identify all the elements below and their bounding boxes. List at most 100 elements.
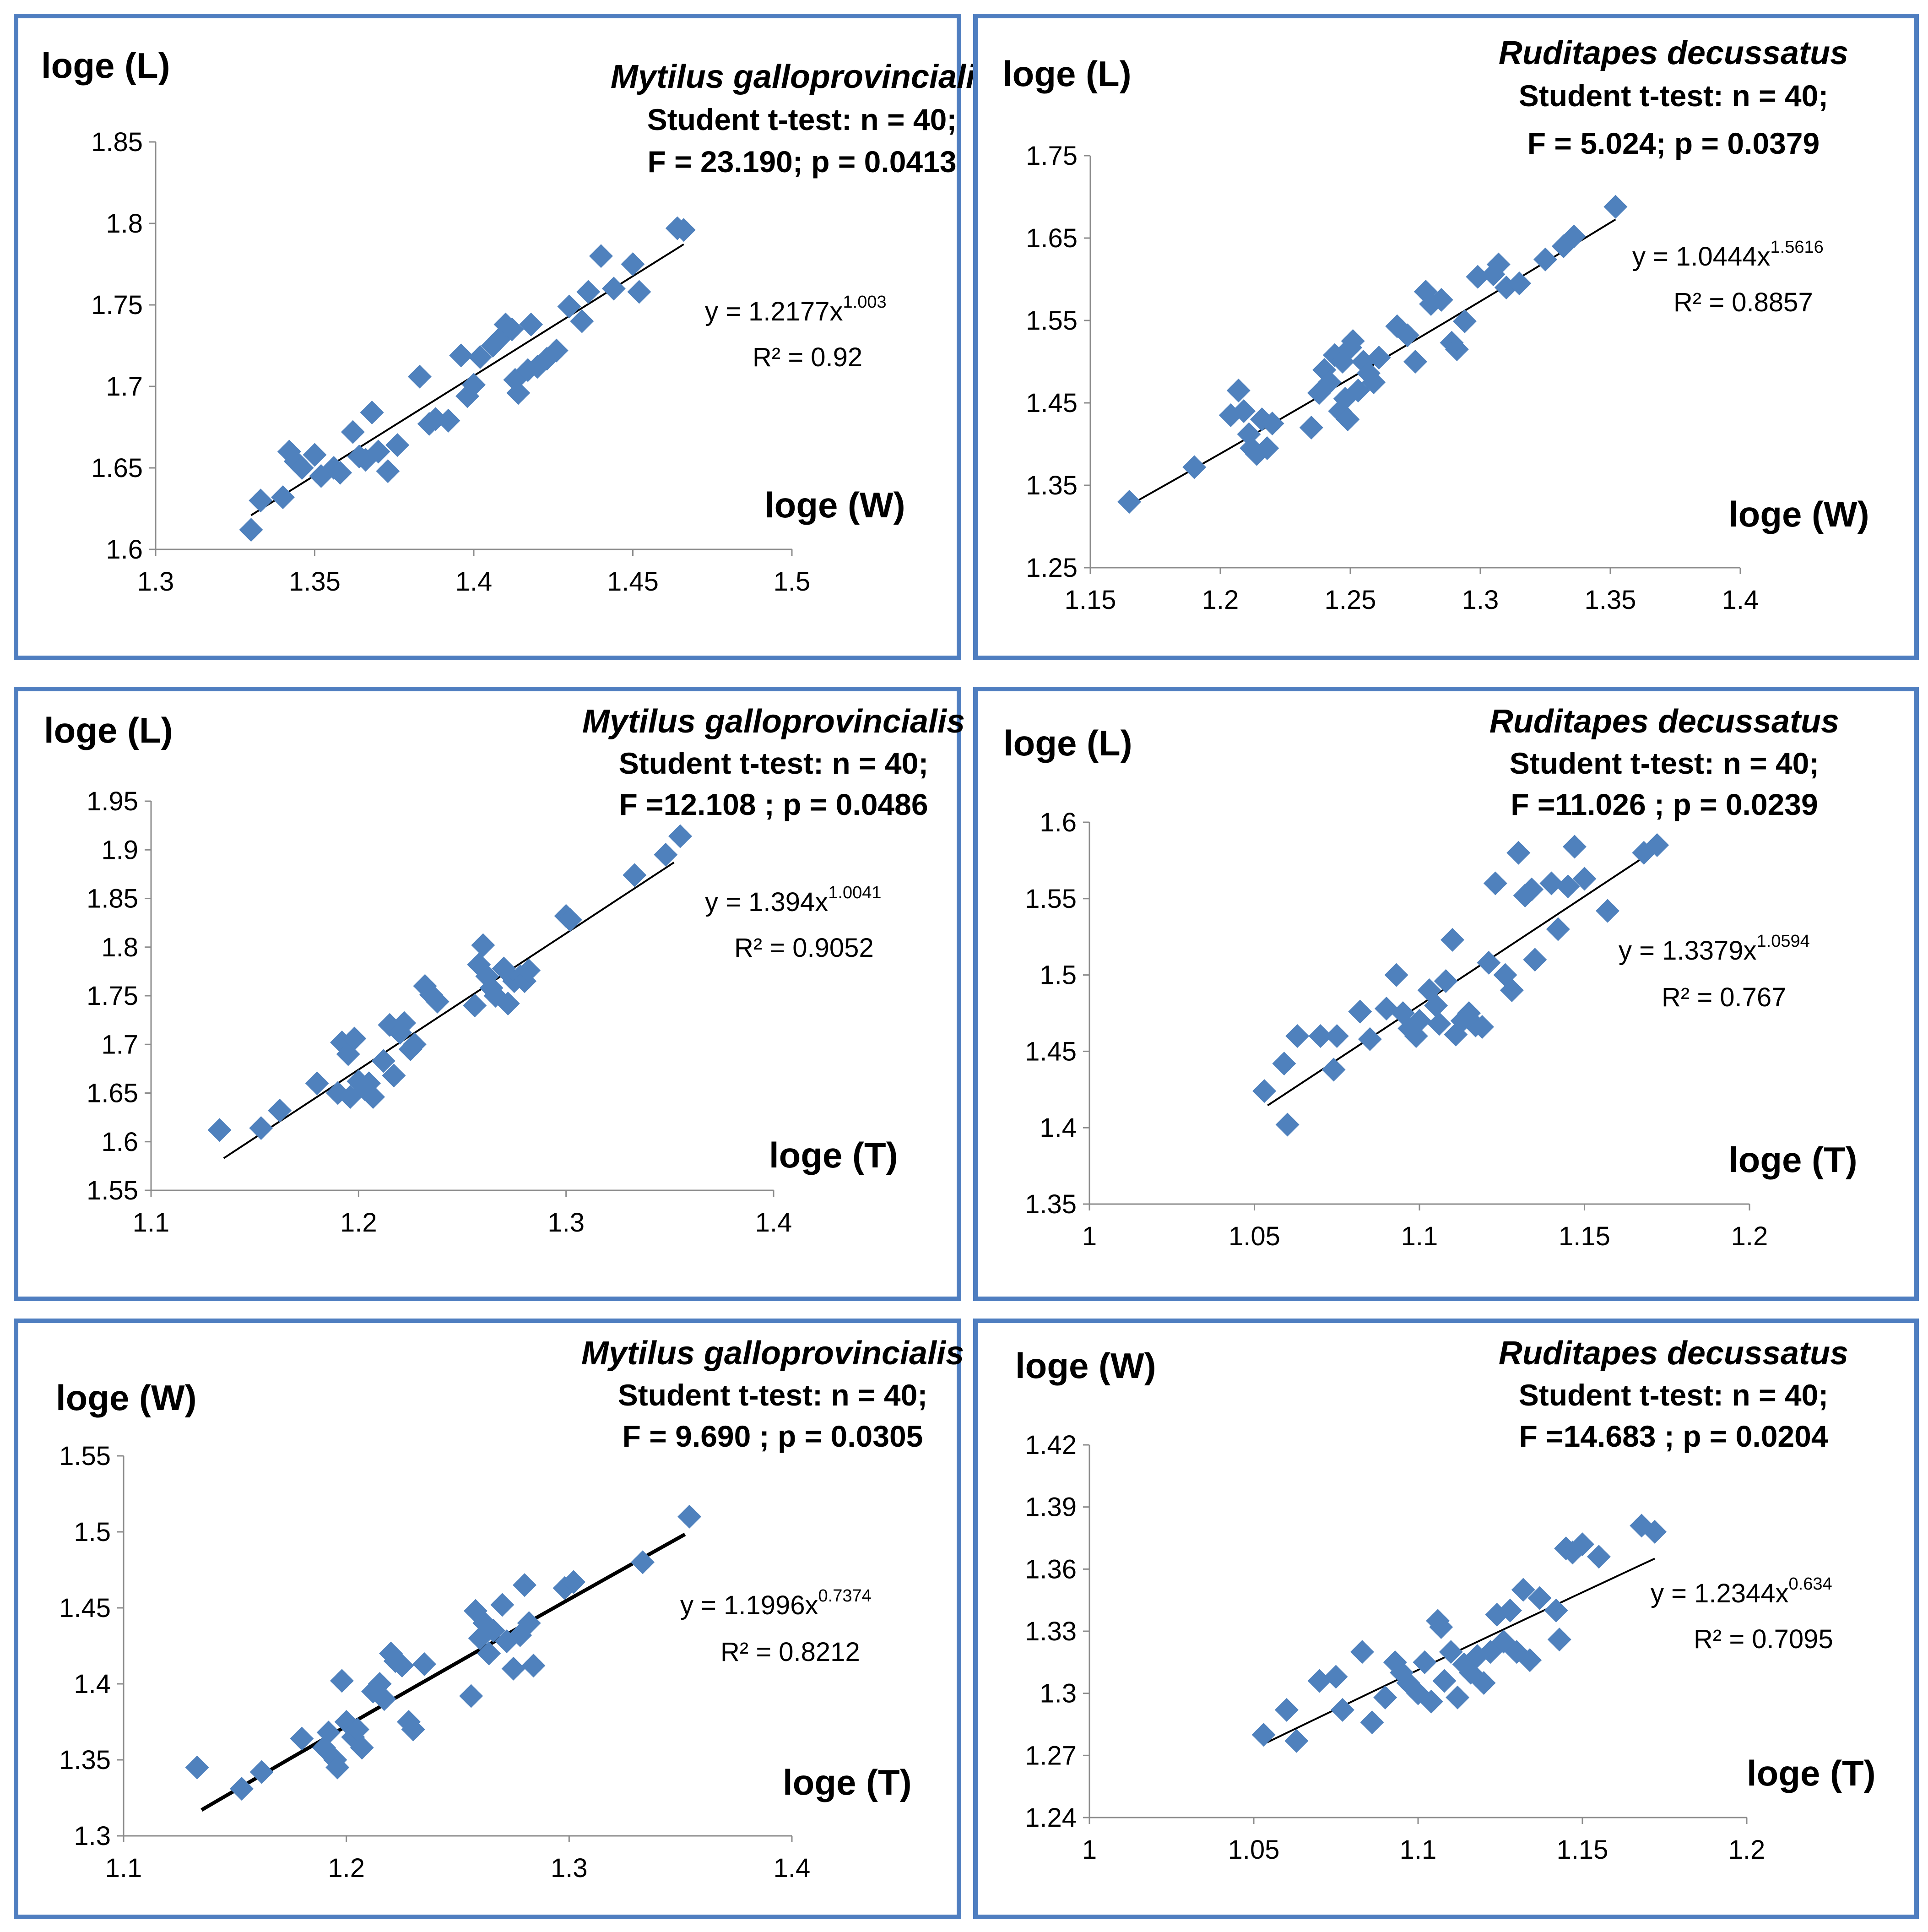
data-point <box>506 381 531 405</box>
x-tick-label: 1.3 <box>137 567 174 597</box>
data-point <box>1546 917 1570 941</box>
data-point <box>668 824 692 848</box>
data-point <box>1408 1009 1431 1033</box>
data-point <box>1373 1685 1397 1709</box>
chart-4-equation-exponent: 1.0594 <box>1757 932 1810 951</box>
data-point <box>360 400 384 424</box>
data-point <box>379 1641 403 1666</box>
x-tick-label: 1.2 <box>328 1853 365 1883</box>
data-point <box>1446 1685 1470 1709</box>
chart-5-svg: Mytilus galloprovincialis Student t-test… <box>56 1335 964 1883</box>
y-tick-label: 1.7 <box>106 372 143 402</box>
data-point <box>346 1717 369 1742</box>
data-point <box>1336 407 1360 431</box>
data-point <box>1403 350 1427 374</box>
chart-panel-3: Mytilus galloprovincialis Student t-test… <box>14 687 965 1301</box>
chart-panel-6: Ruditapes decussatus Student t-test: n =… <box>973 1319 1919 1919</box>
x-tick-label: 1.4 <box>755 1208 792 1237</box>
data-point <box>1520 877 1544 901</box>
data-point <box>342 1026 367 1051</box>
x-tick-label: 1 <box>1082 1835 1097 1865</box>
chart-3-r-squared: R² = 0.9052 <box>734 933 874 963</box>
chart-5-equation-exponent: 0.7374 <box>818 1586 872 1606</box>
y-tick-label: 1.25 <box>1026 553 1078 583</box>
data-point <box>1500 978 1524 1002</box>
data-point <box>1491 1629 1516 1654</box>
y-tick-label: 1.35 <box>1026 471 1078 500</box>
data-point <box>1523 948 1547 972</box>
data-point <box>490 1593 514 1617</box>
data-point <box>1518 1648 1542 1672</box>
data-point <box>249 1116 273 1140</box>
chart-1-equation: y = 1.2177x1.003 <box>705 293 887 326</box>
y-tick-label: 1.8 <box>101 933 138 962</box>
y-tick-label: 1.75 <box>87 981 138 1011</box>
chart-6-stats-line: F =14.683 ; p = 0.0204 <box>1519 1419 1828 1453</box>
data-point <box>544 338 569 363</box>
x-tick-label: 1.05 <box>1228 1835 1280 1865</box>
data-point <box>1260 412 1284 435</box>
data-point <box>1333 387 1357 411</box>
data-point <box>1539 871 1564 895</box>
data-point <box>471 933 495 957</box>
data-point <box>463 1599 487 1623</box>
chart-3-x-axis-label: loge (T) <box>769 1135 898 1175</box>
data-point <box>1493 963 1517 987</box>
y-tick-label: 1.75 <box>91 290 143 320</box>
data-point <box>325 1755 350 1780</box>
y-tick-label: 1.5 <box>1040 961 1077 990</box>
data-point <box>268 1098 292 1123</box>
data-point <box>1362 370 1386 394</box>
chart-2-equation: y = 1.0444x1.5616 <box>1632 238 1824 271</box>
data-point <box>1630 1514 1654 1538</box>
y-tick-label: 1.39 <box>1025 1492 1077 1522</box>
data-point <box>328 461 352 485</box>
y-tick-label: 1.3 <box>1040 1679 1077 1709</box>
y-tick-label: 1.8 <box>106 209 143 239</box>
data-point <box>1346 379 1370 402</box>
chart-6-r-squared: R² = 0.7095 <box>1694 1624 1833 1654</box>
data-point <box>1358 1027 1382 1051</box>
y-tick-label: 1.4 <box>1040 1113 1077 1143</box>
data-point <box>207 1118 232 1142</box>
data-point <box>677 1504 702 1529</box>
y-tick-label: 1.85 <box>87 884 138 914</box>
data-point <box>1472 1671 1496 1695</box>
data-point <box>1325 1024 1349 1048</box>
data-point <box>1434 969 1458 993</box>
x-tick-label: 1.4 <box>1722 585 1759 615</box>
chart-4-equation: y = 1.3379x1.0594 <box>1619 932 1810 966</box>
data-point <box>1308 1024 1332 1048</box>
trendline <box>223 862 675 1159</box>
y-tick-label: 1.95 <box>87 787 138 816</box>
data-point <box>1595 899 1619 923</box>
data-point <box>1544 1598 1568 1623</box>
chart-2-r-squared: R² = 0.8857 <box>1673 288 1813 317</box>
chart-2-equation-base: y = 1.0444x <box>1632 242 1771 271</box>
chart-1-x-axis-label: loge (W) <box>764 485 905 525</box>
trendline <box>200 1532 686 1812</box>
chart-1-stats-line: F = 23.190; p = 0.0413 <box>647 145 956 179</box>
data-point <box>630 1550 655 1574</box>
x-tick-label: 1.35 <box>1585 585 1636 615</box>
chart-3-equation-exponent: 1.0041 <box>828 883 881 902</box>
chart-5-y-axis-label: loge (W) <box>56 1378 197 1418</box>
data-point <box>468 1626 492 1650</box>
data-point <box>1251 1723 1276 1747</box>
data-point <box>1307 1669 1332 1693</box>
data-point <box>1432 1669 1457 1693</box>
data-point <box>1284 1729 1309 1753</box>
data-point <box>1348 999 1372 1024</box>
y-tick-label: 1.45 <box>1025 1037 1077 1066</box>
data-point <box>1498 1598 1522 1623</box>
chart-6-equation-base: y = 1.2344x <box>1651 1579 1789 1608</box>
data-point <box>1632 841 1656 865</box>
data-point <box>402 1032 427 1057</box>
x-tick-label: 1.15 <box>1065 585 1116 615</box>
data-point <box>1470 1015 1494 1039</box>
data-point <box>341 420 365 444</box>
data-point <box>376 459 400 483</box>
data-point <box>407 364 432 389</box>
data-point <box>1384 963 1408 987</box>
trendline <box>1266 1558 1655 1743</box>
